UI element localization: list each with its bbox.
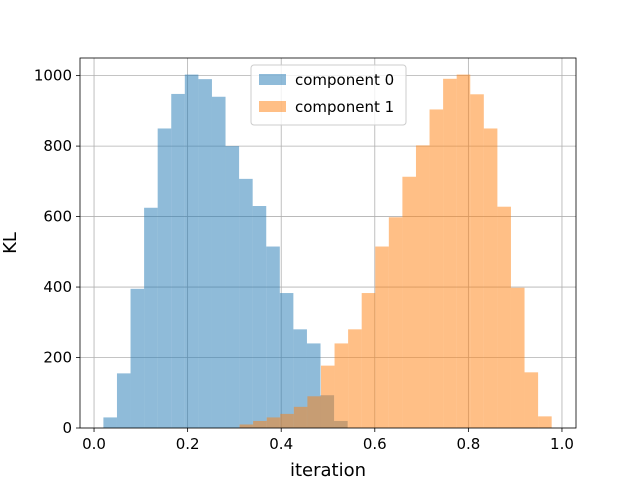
histogram-bar xyxy=(130,288,145,428)
y-tick-label: 1000 xyxy=(34,67,72,85)
y-tick-label: 400 xyxy=(43,278,72,296)
histogram-bar xyxy=(103,417,117,428)
x-tick-label: 0.0 xyxy=(82,435,106,453)
y-tick-label: 0 xyxy=(62,419,72,437)
x-tick-label: 0.4 xyxy=(269,435,293,453)
y-tick-label: 200 xyxy=(43,349,72,367)
histogram-bar xyxy=(348,329,362,428)
histogram-bar xyxy=(402,176,416,428)
legend-swatch xyxy=(259,101,286,112)
legend: component 0 component 1 xyxy=(250,64,407,126)
histogram-bar xyxy=(184,74,199,429)
histogram-bar xyxy=(456,74,471,429)
histogram-bar xyxy=(252,206,267,428)
histogram-bar xyxy=(253,420,267,428)
histogram-bar xyxy=(538,416,552,428)
x-tick-label: 0.6 xyxy=(363,435,387,453)
series-0-bars xyxy=(103,74,348,429)
legend-box xyxy=(250,64,407,126)
x-axis-title: iteration xyxy=(290,460,366,480)
y-tick-label: 800 xyxy=(43,137,72,155)
legend-label: component 0 xyxy=(295,71,394,89)
histogram-bar xyxy=(361,293,376,428)
histogram-bar xyxy=(510,287,525,428)
plot-frame xyxy=(79,57,577,429)
histogram-bar xyxy=(266,417,281,428)
histogram-bars xyxy=(103,74,552,429)
histogram-bar xyxy=(116,373,131,428)
histogram-bar xyxy=(211,96,226,428)
histogram-bar xyxy=(320,365,335,428)
histogram-bar xyxy=(388,217,403,428)
histogram-bar xyxy=(171,93,185,428)
histogram-bar xyxy=(239,178,253,428)
histogram-bar xyxy=(293,329,307,428)
histogram-bar xyxy=(144,207,158,428)
histogram-bar xyxy=(443,78,457,429)
histogram-bar xyxy=(334,343,349,428)
x-tick-label: 1.0 xyxy=(550,435,574,453)
x-tick-label: 0.8 xyxy=(456,435,480,453)
histogram-bar xyxy=(293,406,308,428)
x-tick-label: 0.2 xyxy=(176,435,200,453)
y-axis-title: KL xyxy=(0,232,21,254)
histogram-bar xyxy=(470,94,484,429)
histogram-bar xyxy=(415,145,430,428)
x-axis-ticks: 0.0 0.2 0.4 0.6 0.8 1.0 xyxy=(82,428,574,453)
histogram-bar xyxy=(429,109,444,428)
histogram-bar xyxy=(279,293,294,428)
histogram-bar xyxy=(225,146,240,428)
legend-swatch xyxy=(259,74,286,85)
legend-label: component 1 xyxy=(295,98,394,116)
series-1-bars xyxy=(239,74,552,429)
histogram-bar xyxy=(280,413,294,428)
histogram-bar xyxy=(157,128,172,428)
y-tick-label: 600 xyxy=(43,208,72,226)
histogram-bar xyxy=(307,396,321,428)
histogram-bar xyxy=(198,79,212,429)
histogram-bar xyxy=(483,128,498,428)
y-axis-ticks: 0 200 400 600 800 1000 xyxy=(34,67,80,437)
histogram-bar xyxy=(375,246,389,428)
histogram-bar xyxy=(266,246,280,428)
histogram-bar xyxy=(524,372,539,428)
histogram-bar xyxy=(497,206,511,428)
histogram-bar xyxy=(239,424,254,428)
